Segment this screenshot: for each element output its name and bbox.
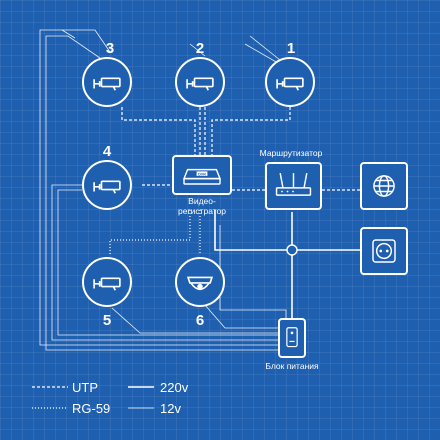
camera-2[interactable] [175,57,225,107]
rg59-lines [109,210,201,255]
video-recorder-icon: DVR [182,168,222,185]
dome-camera-icon [186,276,214,291]
power-supply-label: Блок питания [265,361,319,371]
power-outlet[interactable] [360,227,408,275]
recorder-label-line1: Видео- [188,196,216,206]
legend-utp-label: UTP [72,380,98,395]
power-outlet-icon [372,239,396,263]
utp-lines [121,107,360,191]
power-supply[interactable] [278,318,306,358]
camera-5[interactable] [82,257,132,307]
legend-lines [32,386,154,409]
legend-rg59-label: RG-59 [72,401,111,416]
bullet-camera-icon [93,277,121,291]
bullet-camera-icon [186,77,214,91]
power-supply-icon [286,327,298,348]
camera-3-number: 3 [105,40,115,57]
recorder-label-line2: регистратор [178,206,226,216]
video-recorder[interactable]: DVR [172,155,232,195]
camera-6[interactable] [175,257,225,307]
router[interactable] [265,162,322,210]
camera-6-number: 6 [195,312,205,329]
recorder-label: Видео- регистратор [162,196,242,216]
power-220v-lines [214,210,360,318]
power-12v-lines [39,29,291,351]
camera-5-number: 5 [102,312,112,329]
router-label: Маршрутизатор [259,148,323,158]
camera-4[interactable] [82,160,132,210]
router-icon [275,173,312,196]
legend-12v-label: 12v [160,401,181,416]
bullet-camera-icon [276,77,304,91]
camera-1-number: 1 [286,40,296,57]
globe-icon [373,175,395,197]
recorder-badge: DVR [198,172,206,176]
internet[interactable] [360,162,408,210]
bullet-camera-icon [93,77,121,91]
camera-2-number: 2 [195,40,205,57]
legend-220v-label: 220v [160,380,189,395]
bullet-camera-icon [93,180,121,194]
camera-1[interactable] [265,57,315,107]
camera-4-number: 4 [102,143,112,160]
camera-3[interactable] [82,57,132,107]
